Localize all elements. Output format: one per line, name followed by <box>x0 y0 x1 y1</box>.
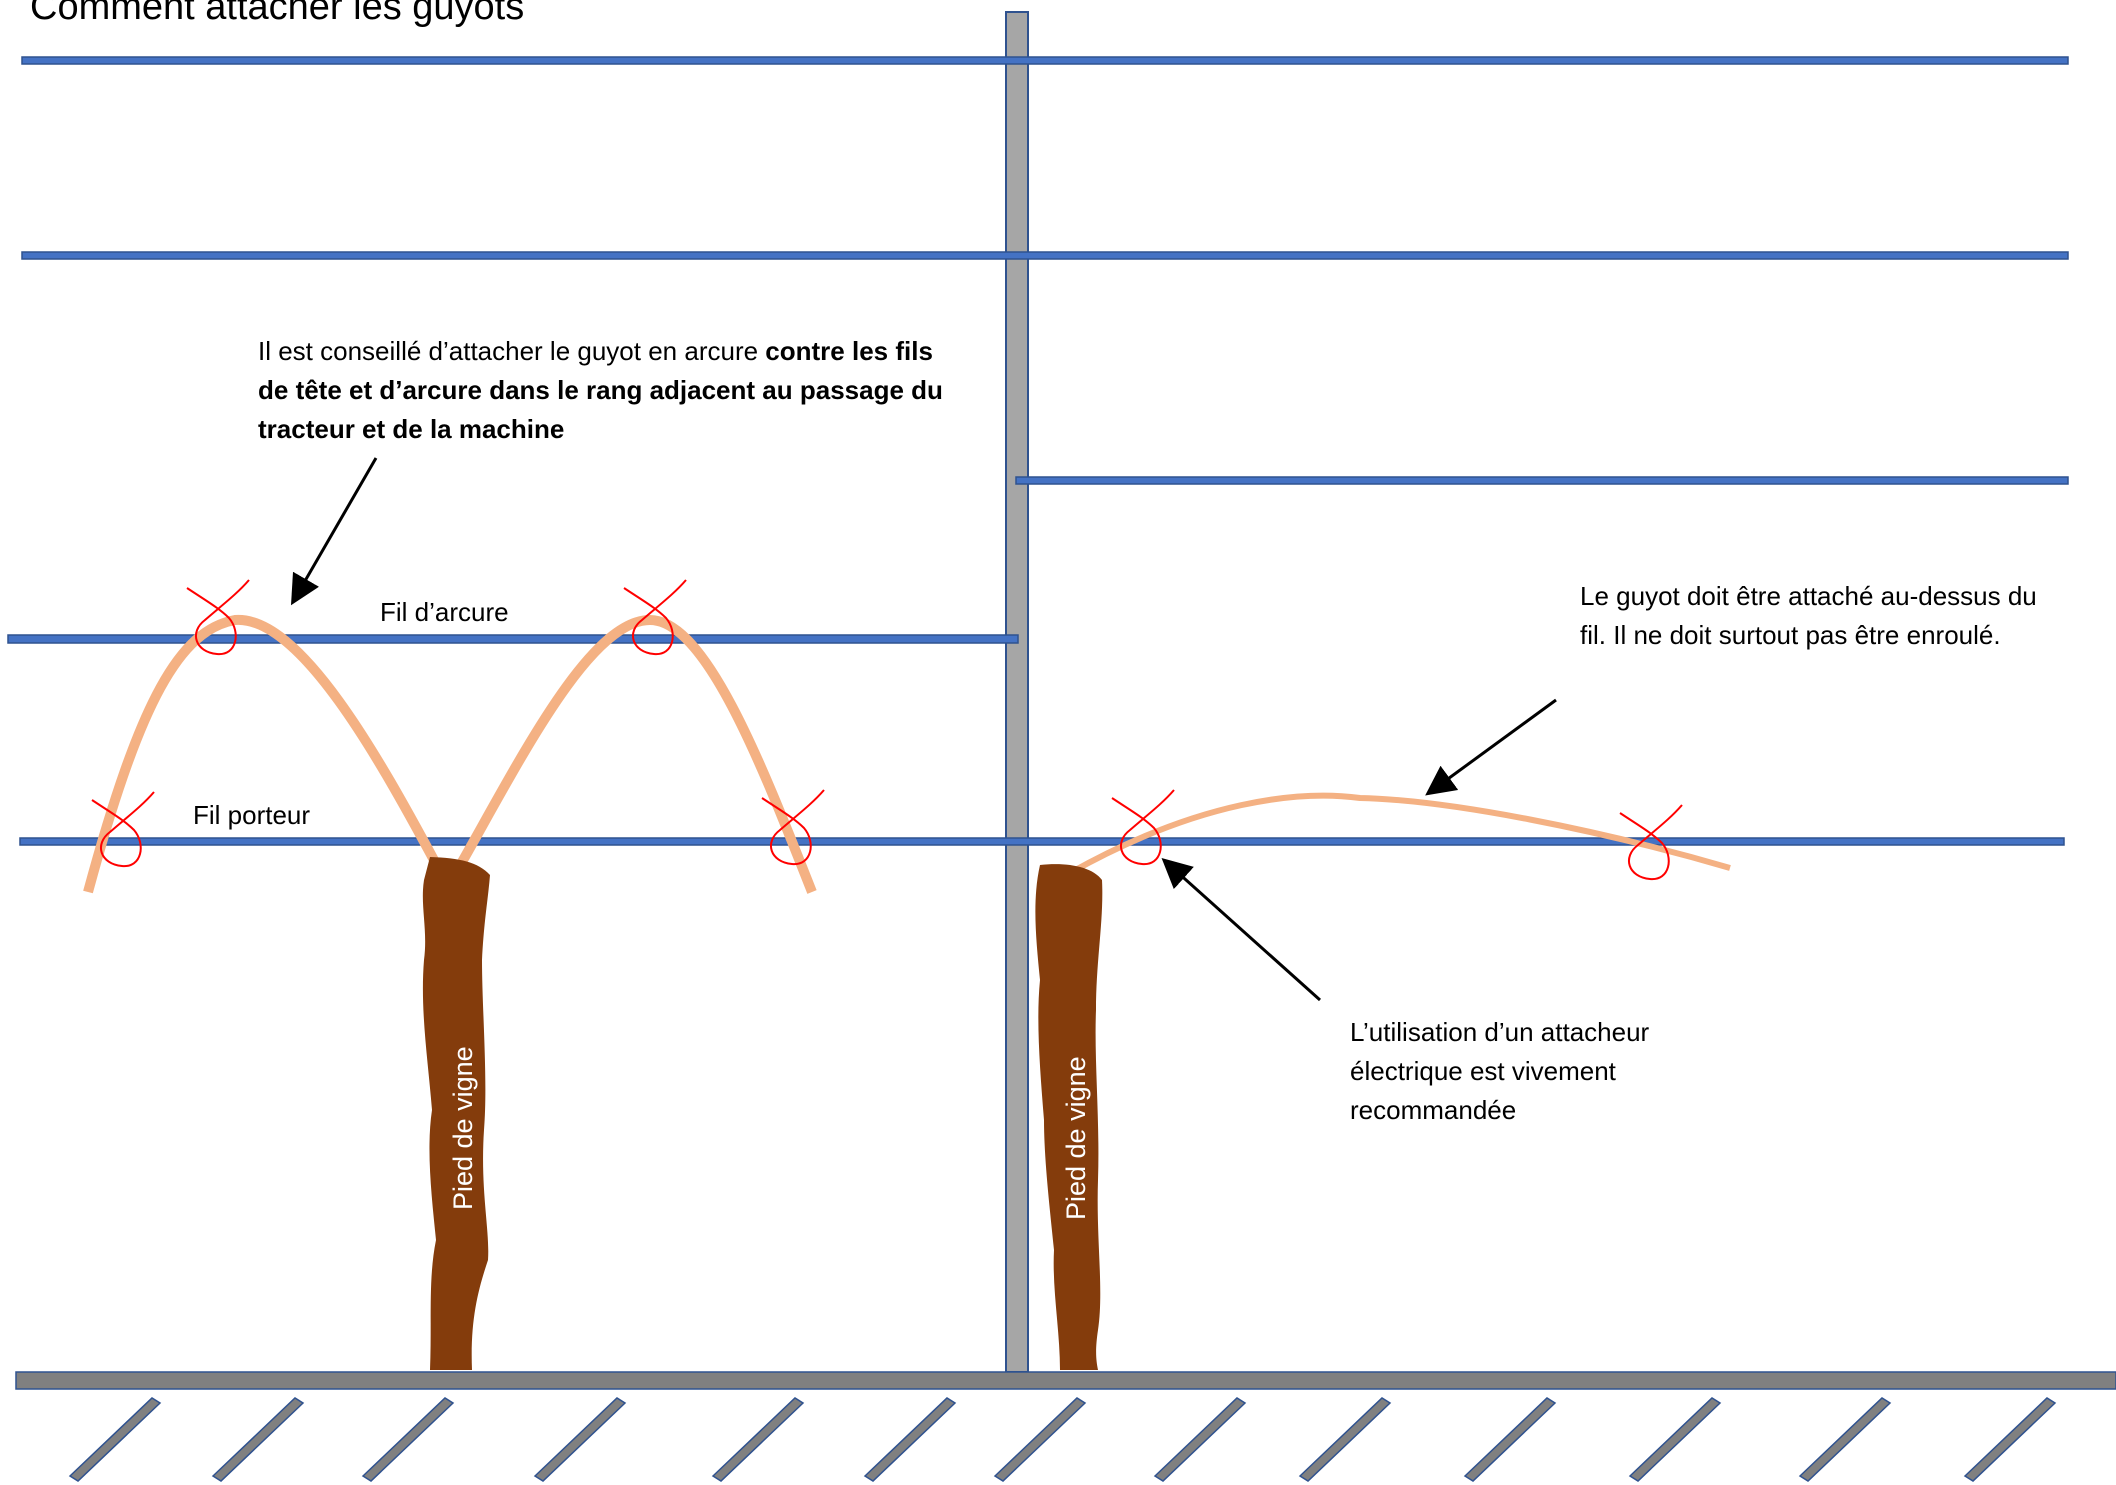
arcure-wire-label: Fil d’arcure <box>380 597 509 627</box>
ground-hatch-mark <box>863 1397 957 1482</box>
ground-hatch-mark <box>1963 1397 2057 1482</box>
ground-hatch-mark <box>1628 1397 1722 1482</box>
page-title: Comment attacher les guyots <box>30 0 525 28</box>
head-wire-right <box>1015 476 2069 485</box>
carrying-wire <box>19 837 2065 846</box>
ground-hatch-mark <box>1153 1397 1247 1482</box>
tie-mark <box>1111 789 1175 866</box>
trunk-label-left: Pied de vigne <box>448 1046 478 1210</box>
arcure-wire <box>7 634 1019 644</box>
head-wire-middle <box>21 251 2069 260</box>
tie-mark <box>1619 804 1683 881</box>
trellis-post <box>1005 11 1029 1373</box>
arrow-right-note-bottom <box>1161 857 1322 1002</box>
ground-hatch-mark <box>211 1397 305 1482</box>
vine-trunk-left <box>422 857 490 1370</box>
arrow-left-note <box>290 457 378 606</box>
note-attach-above-wire: Le guyot doit être attaché au-dessus du … <box>1580 581 2037 650</box>
tie-mark <box>623 579 687 656</box>
head-wire-top <box>21 56 2069 65</box>
tie-mark <box>91 791 155 868</box>
ground-hatching <box>68 1397 2057 1482</box>
tie-mark <box>186 579 250 656</box>
tie-mark <box>761 789 825 866</box>
arrow-right-note-top <box>1425 698 1557 796</box>
carrying-wire-label: Fil porteur <box>193 800 311 830</box>
cane-right-arch <box>457 614 817 894</box>
ground-hatch-mark <box>533 1397 627 1482</box>
note-arcure-advice: Il est conseillé d’attacher le guyot en … <box>258 332 958 449</box>
ground-hatch-mark <box>361 1397 455 1482</box>
cane-left-arch <box>83 614 440 894</box>
ground-hatch-mark <box>1298 1397 1392 1482</box>
cane-flat-guyot <box>1068 792 1731 876</box>
ground-hatch-mark <box>1463 1397 1557 1482</box>
ground-hatch-mark <box>993 1397 1087 1482</box>
trunk-label-right: Pied de vigne <box>1061 1056 1091 1220</box>
vine-trunk-right <box>1035 864 1103 1370</box>
tie-marks <box>91 579 1683 881</box>
ground-hatch-mark <box>711 1397 805 1482</box>
ground-bar <box>15 1371 2116 1390</box>
note-electric-tier: L’utilisation d’un attacheur électrique … <box>1350 1017 1650 1125</box>
note-arcure-plain: Il est conseillé d’attacher le guyot en … <box>258 336 766 366</box>
note-arcure-bold: contre les fils de tête et d’arcure dans… <box>258 336 943 444</box>
ground-hatch-mark <box>1798 1397 1892 1482</box>
ground-hatch-mark <box>68 1397 162 1482</box>
